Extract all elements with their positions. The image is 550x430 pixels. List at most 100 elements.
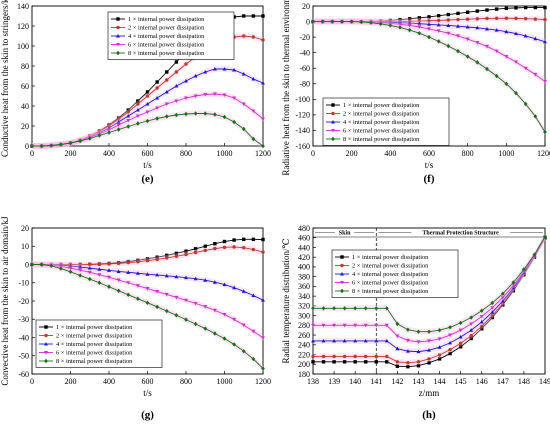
data-point <box>116 117 121 121</box>
data-point <box>417 31 422 36</box>
panel-e: 0 200 400 600 800 1000 1200 0 20 40 60 80 100 120 140 t… <box>0 0 271 185</box>
data-point <box>68 140 73 146</box>
data-point <box>164 273 169 278</box>
legend-marker <box>340 271 344 276</box>
legend-entry: 4 × internal power dissipation <box>352 271 429 278</box>
data-point <box>241 348 246 354</box>
legend-entry: 2 × internal power dissipation <box>352 263 429 270</box>
data-point <box>49 143 54 148</box>
data-point <box>427 15 431 19</box>
data-point <box>145 90 150 94</box>
data-point <box>126 281 131 285</box>
data-point <box>398 22 402 27</box>
data-point <box>212 280 217 284</box>
data-point <box>456 24 460 28</box>
data-point <box>184 111 188 117</box>
data-point <box>213 331 217 336</box>
data-point <box>174 83 179 88</box>
region-label-bg <box>411 228 510 236</box>
data-point <box>321 354 326 359</box>
data-point <box>416 340 421 344</box>
data-point <box>407 21 412 25</box>
data-point <box>193 94 198 99</box>
data-point <box>479 315 484 319</box>
data-point <box>448 351 452 356</box>
data-point <box>448 333 453 338</box>
x-tick-label: 1200 <box>537 149 550 158</box>
y-tick-label: 20 <box>302 2 310 11</box>
x-tick-label: 143 <box>412 377 424 386</box>
data-point <box>416 360 421 364</box>
data-point <box>523 16 528 21</box>
data-point <box>458 320 463 326</box>
data-point <box>321 306 326 311</box>
data-point <box>427 34 431 40</box>
data-point <box>406 327 410 332</box>
data-point <box>126 124 131 129</box>
y-tick-label: 260 <box>298 331 310 340</box>
data-point <box>417 19 422 23</box>
data-point <box>184 78 188 83</box>
data-point <box>30 143 34 149</box>
data-point <box>416 364 421 368</box>
legend: 1 × internal power dissipation 2 × intern… <box>35 319 163 368</box>
data-point <box>342 354 347 359</box>
data-point <box>359 19 364 25</box>
data-point <box>332 354 336 359</box>
data-point <box>479 308 484 313</box>
data-point <box>241 323 246 328</box>
legend-marker <box>44 358 48 364</box>
legend-marker <box>116 17 120 21</box>
data-point <box>193 276 198 281</box>
data-point <box>155 304 159 310</box>
x-tick-label: 600 <box>142 377 154 386</box>
data-point <box>242 34 246 38</box>
data-point <box>353 306 358 311</box>
data-point <box>448 325 452 330</box>
data-point <box>174 313 179 318</box>
data-point <box>155 80 159 84</box>
data-point <box>349 19 354 24</box>
data-point <box>222 245 227 250</box>
x-tick-label: 145 <box>455 377 467 386</box>
data-point <box>164 114 169 119</box>
data-point <box>511 280 516 285</box>
data-point <box>342 323 347 328</box>
y-tick-label: -20 <box>18 297 29 306</box>
data-point <box>320 19 325 24</box>
data-point <box>68 266 73 271</box>
series-line <box>32 68 264 147</box>
panel-label: (h) <box>422 409 436 421</box>
data-point <box>251 136 256 142</box>
data-point <box>116 269 121 273</box>
data-point <box>78 138 82 144</box>
y-tick-label: 20 <box>21 122 29 131</box>
y-tick-label: 440 <box>298 243 310 252</box>
data-point <box>504 29 509 34</box>
x-tick-label: 400 <box>384 149 396 158</box>
x-tick-label: 140 <box>349 377 361 386</box>
data-point <box>436 18 441 23</box>
legend-entry: 4 × internal power dissipation <box>128 33 205 40</box>
legend-entry: 2 × internal power dissipation <box>343 111 420 118</box>
data-point <box>145 287 150 291</box>
data-point <box>321 323 326 328</box>
data-point <box>311 306 315 311</box>
data-point <box>174 70 179 74</box>
data-point <box>485 44 489 49</box>
y-tick-label: -80 <box>299 80 310 89</box>
data-point <box>385 354 389 359</box>
data-point <box>59 142 63 147</box>
panel-label: (e) <box>141 173 154 185</box>
data-point <box>407 23 412 28</box>
legend-marker <box>116 42 120 47</box>
y-tick-label: 300 <box>298 311 310 320</box>
data-point <box>446 43 451 49</box>
x-tick-label: 200 <box>65 149 77 158</box>
data-point <box>437 327 442 333</box>
data-point <box>203 278 208 282</box>
legend-marker <box>331 136 335 142</box>
data-point <box>135 271 140 275</box>
data-point <box>222 336 227 341</box>
y-tick-label: 240 <box>298 341 310 350</box>
